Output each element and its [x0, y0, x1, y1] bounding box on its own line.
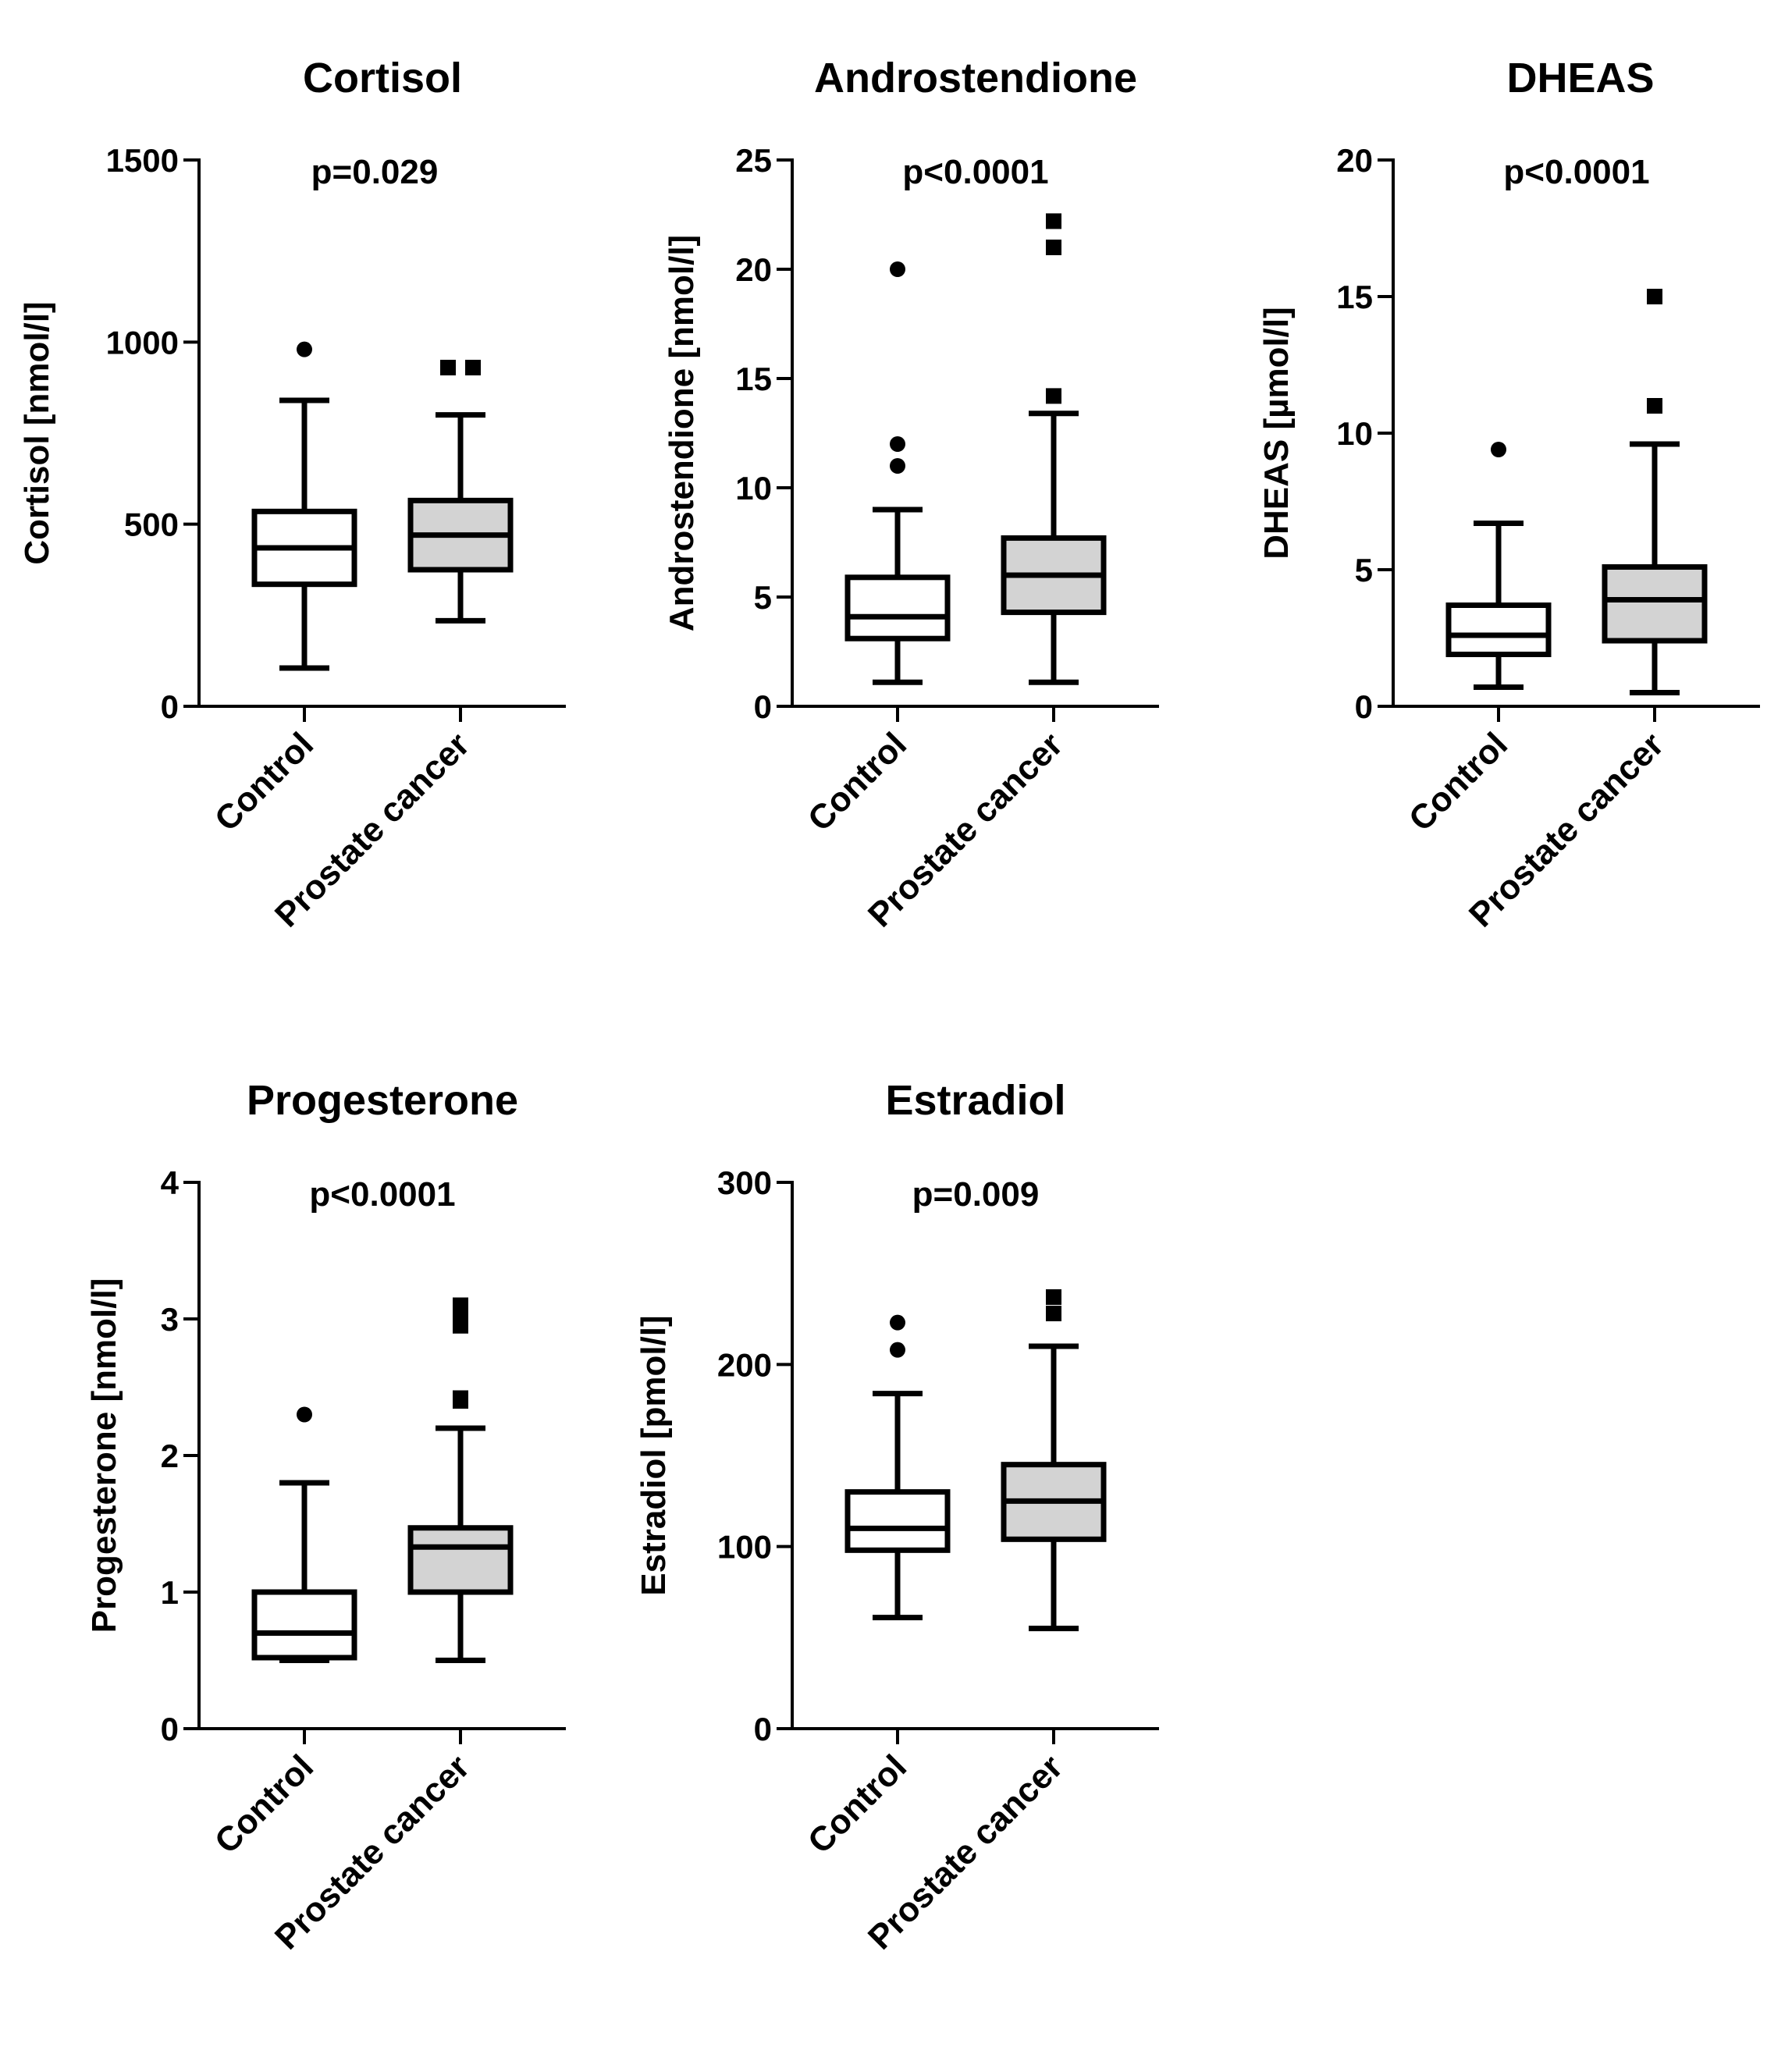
y-tick-label: 0: [161, 1711, 179, 1747]
outlier-point: [465, 360, 481, 375]
chart-panel-dheas: DHEAS p<0.0001 DHEAS [µmol/l] 0 5 10 15 20 Contr…: [1257, 55, 1760, 935]
outlier-point: [1046, 388, 1061, 404]
x-tick-label: Control: [801, 1747, 914, 1861]
chart-title: Estradiol: [885, 1077, 1065, 1124]
outlier-point: [890, 436, 905, 452]
iqr-box: [407, 1525, 514, 1595]
outlier-point: [1647, 398, 1662, 414]
box-control: [1445, 442, 1552, 690]
y-tick-label: 25: [735, 142, 772, 179]
outlier-point: [1491, 442, 1506, 457]
outlier-point: [453, 1317, 468, 1334]
box-control: [844, 1314, 951, 1621]
outlier-point: [453, 1297, 468, 1313]
y-tick-label: 300: [717, 1164, 772, 1201]
chart-panel-androstendione: Androstendione p<0.0001 Androstendione [nm…: [663, 55, 1159, 935]
x-tick-label: Control: [208, 725, 321, 838]
box-prostate-cancer: [1001, 1289, 1107, 1632]
y-tick-label: 0: [161, 688, 179, 725]
p-value-label: p=0.029: [311, 153, 439, 191]
box-control: [251, 1406, 357, 1663]
y-tick-label: 5: [1355, 552, 1373, 588]
y-tick-label: 20: [735, 251, 772, 288]
y-tick-label: 100: [717, 1529, 772, 1566]
p-value-label: p<0.0001: [309, 1175, 455, 1214]
outlier-point: [890, 1314, 905, 1331]
box-prostate-cancer: [407, 360, 514, 624]
chart-panel-cortisol: Cortisol p=0.029 Cortisol [nmol/l] 0 500 1000…: [18, 55, 566, 935]
x-tick-label: Control: [801, 725, 914, 838]
y-tick-label: 15: [1336, 279, 1373, 315]
chart-title: Progesterone: [247, 1077, 518, 1124]
y-tick-label: 0: [1355, 688, 1373, 725]
x-tick-label: Control: [1402, 725, 1515, 838]
y-tick-label: 1000: [106, 324, 179, 361]
y-tick-label: 1: [161, 1574, 179, 1611]
p-value-label: p<0.0001: [902, 153, 1048, 191]
box-prostate-cancer: [1001, 213, 1107, 685]
chart-panel-progesterone: Progesterone p<0.0001 Progesterone [nmol/l…: [85, 1077, 566, 1957]
outlier-point: [1046, 1289, 1061, 1305]
y-axis-label: Androstendione [nmol/l]: [663, 235, 701, 631]
iqr-box: [251, 1589, 357, 1661]
y-tick-label: 5: [754, 579, 772, 616]
outlier-point: [1046, 213, 1061, 229]
outlier-point: [440, 360, 456, 375]
y-axis-label: Progesterone [nmol/l]: [85, 1278, 123, 1633]
chart-panel-estradiol: Estradiol p=0.009 Estradiol [pmol/l] 0 100 20…: [635, 1077, 1159, 1957]
box-control: [844, 261, 951, 685]
y-tick-label: 1500: [106, 142, 179, 179]
y-tick-label: 500: [124, 507, 179, 543]
outlier-point: [297, 341, 312, 357]
y-axis-label: Cortisol [nmol/l]: [18, 301, 56, 564]
p-value-label: p=0.009: [912, 1175, 1040, 1214]
outlier-point: [1046, 240, 1061, 255]
y-axis-label: Estradiol [pmol/l]: [635, 1315, 673, 1595]
y-tick-label: 15: [735, 361, 772, 397]
y-tick-label: 20: [1336, 142, 1373, 179]
outlier-point: [890, 1342, 905, 1358]
box-control: [251, 341, 357, 671]
iqr-box: [844, 1489, 951, 1553]
outlier-point: [453, 1390, 468, 1406]
iqr-box: [1602, 564, 1708, 644]
outlier-point: [1647, 289, 1662, 304]
box-prostate-cancer: [407, 1297, 514, 1663]
iqr-box: [844, 574, 951, 642]
y-tick-label: 2: [161, 1438, 179, 1474]
y-tick-label: 3: [161, 1301, 179, 1338]
y-tick-label: 10: [735, 470, 772, 507]
y-tick-label: 0: [754, 1711, 772, 1747]
box-prostate-cancer: [1602, 289, 1708, 695]
x-tick-label: Control: [208, 1747, 321, 1861]
outlier-point: [890, 458, 905, 474]
y-tick-label: 0: [754, 688, 772, 725]
outlier-point: [297, 1406, 312, 1423]
outlier-point: [1046, 1306, 1061, 1321]
outlier-point: [890, 261, 905, 277]
y-axis-label: DHEAS [µmol/l]: [1257, 307, 1296, 560]
chart-title: Androstendione: [814, 55, 1137, 101]
y-tick-label: 10: [1336, 415, 1373, 452]
y-tick-label: 200: [717, 1346, 772, 1383]
chart-title: DHEAS: [1506, 55, 1654, 101]
p-value-label: p<0.0001: [1503, 153, 1649, 191]
chart-title: Cortisol: [303, 55, 462, 101]
y-tick-label: 4: [161, 1164, 180, 1201]
iqr-box: [1445, 602, 1552, 657]
